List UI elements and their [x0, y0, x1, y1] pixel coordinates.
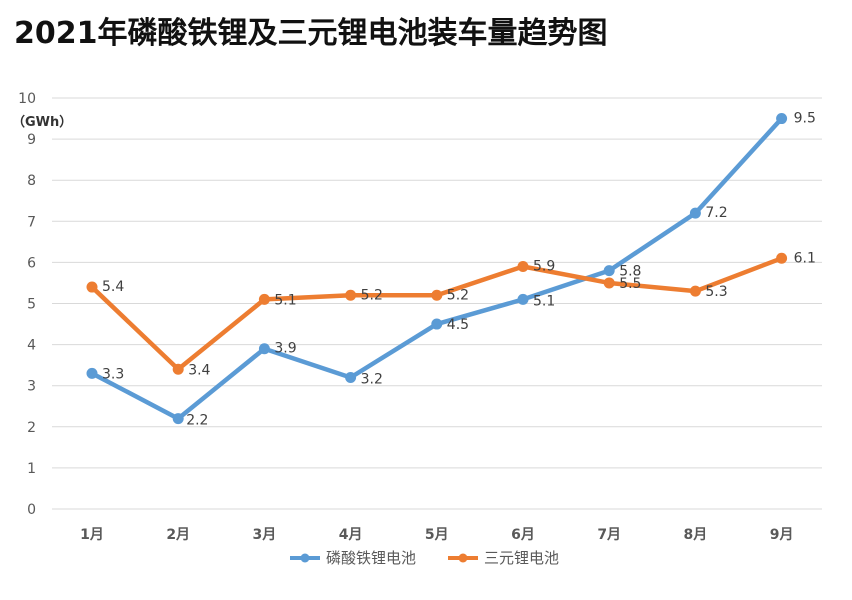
data-point-1-7	[603, 265, 615, 277]
legend-item-1: 磷酸铁锂电池	[290, 549, 416, 567]
x-tick-label-8: 8月	[684, 527, 708, 543]
series-line-2	[89, 256, 784, 372]
legend-swatch-marker-1	[300, 553, 310, 563]
chart-title: 2021年磷酸铁锂及三元锂电池装车量趋势图	[14, 16, 608, 51]
gridlines	[52, 97, 822, 510]
data-label-2-9: 6.1	[794, 250, 816, 266]
x-tick-label-5: 5月	[425, 527, 449, 543]
y-tick-label-1: 1	[27, 461, 36, 477]
legend: 磷酸铁锂电池 三元锂电池	[290, 549, 559, 567]
data-label-2-4: 5.2	[361, 287, 383, 303]
series-1: 3.3 2.2 3.9 3.2 4.5 5.1 5.8 7.2 9.5	[86, 111, 816, 429]
series-2: 5.4 3.4 5.1 5.2 5.2 5.9 5.5 5.3 6.1	[86, 250, 816, 378]
x-tick-label-3: 3月	[253, 527, 277, 543]
y-tick-label-5: 5	[27, 297, 36, 313]
data-point-2-5	[431, 289, 443, 301]
data-label-1-9: 9.5	[794, 111, 816, 127]
y-axis-ticks: 0 1 2 3 4 5 6 7 8 9 10	[18, 91, 36, 518]
y-tick-label-3: 3	[27, 379, 36, 395]
data-label-1-3: 3.9	[274, 341, 296, 357]
y-tick-label-4: 4	[27, 338, 36, 354]
x-tick-label-6: 6月	[511, 527, 535, 543]
data-point-2-4	[345, 289, 357, 301]
data-point-2-6	[517, 261, 529, 273]
data-point-2-1	[86, 281, 98, 293]
data-point-1-3	[258, 343, 270, 355]
y-tick-label-8: 8	[27, 173, 36, 189]
legend-label-1: 磷酸铁锂电池	[326, 549, 416, 567]
x-tick-label-1: 1月	[80, 527, 104, 543]
data-point-1-9	[776, 113, 788, 125]
y-tick-label-0: 0	[27, 502, 36, 518]
y-tick-label-10: 10	[18, 91, 36, 107]
data-label-2-2: 3.4	[188, 362, 210, 378]
data-label-1-1: 3.3	[102, 366, 124, 382]
legend-swatch-marker-2	[458, 553, 468, 563]
y-tick-label-7: 7	[27, 214, 36, 230]
data-label-1-6: 5.1	[533, 293, 555, 309]
data-point-1-2	[172, 413, 184, 425]
data-point-2-3	[258, 293, 270, 305]
x-tick-label-7: 7月	[597, 527, 621, 543]
data-label-1-8: 7.2	[705, 205, 727, 221]
x-tick-label-2: 2月	[166, 527, 190, 543]
legend-label-2: 三元锂电池	[484, 549, 559, 567]
data-point-1-4	[345, 371, 357, 383]
data-label-2-5: 5.2	[447, 287, 469, 303]
y-tick-label-6: 6	[27, 255, 36, 271]
data-point-2-7	[603, 277, 615, 289]
data-label-1-5: 4.5	[447, 317, 469, 333]
data-label-2-7: 5.5	[619, 276, 641, 292]
data-point-2-2	[172, 363, 184, 375]
data-point-1-6	[517, 293, 529, 305]
series-group: 3.32.23.93.24.55.15.87.29.55.43.45.1 5.2 5…	[86, 111, 816, 429]
data-point-1-5	[431, 318, 443, 330]
data-label-2-3: 5.1	[274, 292, 296, 308]
data-label-2-6: 5.9	[533, 259, 555, 275]
x-tick-label-9: 9月	[770, 527, 794, 543]
y-tick-label-9: 9	[27, 132, 36, 148]
data-label-1-4: 3.2	[361, 371, 383, 387]
data-point-1-1	[86, 367, 98, 379]
data-point-1-8	[689, 207, 701, 219]
data-label-2-1: 5.4	[102, 279, 124, 295]
x-tick-label-4: 4月	[339, 527, 363, 543]
y-axis-unit-label: （GWh）	[12, 114, 72, 130]
data-point-2-8	[689, 285, 701, 297]
y-tick-label-2: 2	[27, 420, 36, 436]
data-label-2-8: 5.3	[705, 284, 727, 300]
data-label-1-7: 5.8	[619, 264, 641, 280]
data-label-1-2: 2.2	[186, 413, 208, 429]
x-axis-ticks: 1月 2月 3月 4月 5月 6月 7月 8月 9月	[80, 527, 793, 543]
legend-item-2: 三元锂电池	[448, 549, 559, 567]
data-point-2-9	[776, 252, 788, 264]
